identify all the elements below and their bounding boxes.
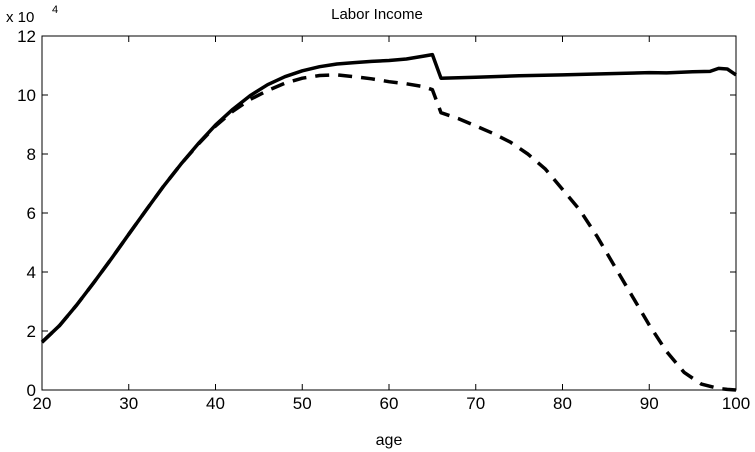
series-line-dashed [40,73,737,392]
chart-title: Labor Income [331,6,423,23]
x-tick-label: 40 [206,394,225,413]
x-tick-label: 50 [293,394,312,413]
x-axis-ticks: 20 30 40 50 60 70 80 90 100 [33,36,750,413]
series-line-solid [40,52,737,344]
y-axis-ticks: 0 2 4 6 8 10 12 [17,27,736,400]
series-layer [40,52,737,392]
y-tick-label: 4 [27,263,36,282]
x-tick-label: 70 [466,394,485,413]
y-tick-label: 12 [17,27,36,46]
y-tick-label: 2 [27,322,36,341]
y-multiplier-base: x 10 [6,9,34,26]
x-axis-label: age [376,432,403,449]
x-tick-label: 100 [722,394,750,413]
x-tick-label: 60 [380,394,399,413]
x-tick-label: 30 [119,394,138,413]
y-tick-label: 10 [17,86,36,105]
x-tick-label: 80 [553,394,572,413]
y-multiplier: x 10 4 [6,4,58,26]
y-tick-label: 8 [27,145,36,164]
x-tick-label: 20 [33,394,52,413]
y-tick-label: 6 [27,204,36,223]
y-multiplier-exponent: 4 [52,4,58,16]
x-tick-label: 90 [640,394,659,413]
y-tick-label: 0 [27,381,36,400]
